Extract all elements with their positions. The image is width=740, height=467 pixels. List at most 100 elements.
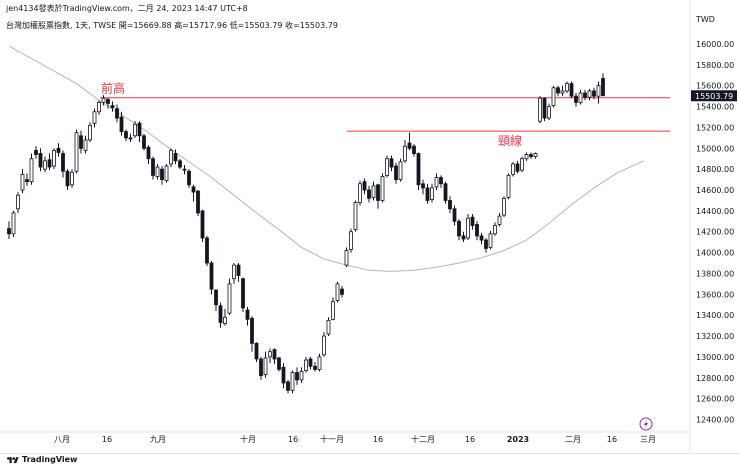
- candle-body[interactable]: [124, 131, 128, 139]
- candle-body[interactable]: [61, 153, 65, 172]
- candle-body[interactable]: [403, 145, 407, 162]
- candle-body[interactable]: [65, 170, 70, 187]
- candle-body[interactable]: [425, 187, 430, 201]
- candle-body[interactable]: [241, 278, 245, 309]
- candle-body[interactable]: [461, 235, 466, 240]
- candle-body[interactable]: [529, 154, 533, 158]
- candle-body[interactable]: [83, 139, 88, 151]
- candle-body[interactable]: [43, 160, 47, 170]
- candle-body[interactable]: [79, 135, 83, 149]
- candle-body[interactable]: [133, 123, 137, 137]
- candle-body[interactable]: [110, 105, 115, 109]
- candle-body[interactable]: [295, 372, 299, 381]
- candle-body[interactable]: [205, 237, 209, 264]
- candle-body[interactable]: [182, 168, 187, 171]
- candle-body[interactable]: [493, 225, 497, 235]
- candle-body[interactable]: [524, 154, 529, 160]
- candle-body[interactable]: [344, 250, 349, 266]
- candle-body[interactable]: [151, 158, 155, 176]
- candle-body[interactable]: [20, 173, 25, 191]
- candle-body[interactable]: [439, 177, 443, 185]
- candle-body[interactable]: [74, 132, 79, 172]
- candle-body[interactable]: [533, 153, 538, 158]
- candle-body[interactable]: [97, 102, 101, 113]
- candle-body[interactable]: [25, 179, 29, 183]
- candle-body[interactable]: [394, 165, 398, 180]
- candle-body[interactable]: [583, 92, 587, 98]
- candle-body[interactable]: [178, 160, 182, 168]
- candle-body[interactable]: [515, 163, 520, 172]
- candle-body[interactable]: [254, 342, 259, 360]
- candle-body[interactable]: [128, 137, 133, 140]
- candle-body[interactable]: [115, 108, 119, 119]
- candle-body[interactable]: [421, 183, 425, 189]
- candle-body[interactable]: [209, 262, 214, 290]
- candle-body[interactable]: [218, 305, 223, 323]
- candle-body[interactable]: [259, 358, 263, 377]
- candle-body[interactable]: [376, 184, 380, 201]
- candle-body[interactable]: [488, 233, 493, 248]
- candle-body[interactable]: [452, 208, 457, 222]
- candle-body[interactable]: [596, 85, 601, 97]
- candle-body[interactable]: [214, 289, 218, 306]
- candle-body[interactable]: [34, 149, 38, 155]
- candle-body[interactable]: [308, 358, 313, 367]
- candle-body[interactable]: [551, 87, 556, 106]
- candle-body[interactable]: [389, 158, 394, 168]
- candle-body[interactable]: [457, 220, 461, 237]
- candle-body[interactable]: [106, 98, 110, 104]
- candle-body[interactable]: [200, 210, 205, 239]
- candle-body[interactable]: [556, 87, 560, 94]
- candle-body[interactable]: [407, 142, 412, 149]
- candle-body[interactable]: [317, 356, 322, 370]
- candle-body[interactable]: [164, 165, 169, 182]
- candle-body[interactable]: [52, 149, 56, 167]
- candle-body[interactable]: [11, 212, 16, 235]
- candle-body[interactable]: [29, 158, 34, 183]
- candle-body[interactable]: [173, 153, 178, 162]
- candle-body[interactable]: [497, 215, 502, 225]
- candle-body[interactable]: [448, 200, 452, 210]
- candle-body[interactable]: [16, 194, 20, 210]
- candle-body[interactable]: [322, 335, 326, 356]
- candle-body[interactable]: [101, 97, 106, 103]
- candle-body[interactable]: [430, 187, 434, 200]
- candle-body[interactable]: [155, 166, 160, 177]
- candle-body[interactable]: [286, 381, 290, 391]
- candle-body[interactable]: [371, 185, 376, 198]
- candle-body[interactable]: [47, 159, 52, 168]
- candle-body[interactable]: [227, 283, 232, 314]
- candle-body[interactable]: [142, 135, 146, 149]
- candle-body[interactable]: [565, 83, 569, 92]
- candle-body[interactable]: [7, 228, 11, 235]
- candle-body[interactable]: [290, 372, 295, 391]
- candle-body[interactable]: [479, 235, 484, 241]
- candle-body[interactable]: [263, 357, 268, 376]
- candle-body[interactable]: [592, 90, 596, 97]
- candle-body[interactable]: [547, 106, 551, 119]
- candle-body[interactable]: [398, 161, 403, 180]
- candle-body[interactable]: [601, 78, 605, 97]
- candle-body[interactable]: [277, 357, 281, 370]
- candle-body[interactable]: [137, 122, 142, 137]
- candle-body[interactable]: [538, 97, 542, 122]
- candle-body[interactable]: [232, 264, 236, 280]
- candle-body[interactable]: [245, 309, 250, 320]
- candle-body[interactable]: [416, 153, 421, 186]
- candle-body[interactable]: [187, 170, 191, 186]
- candle-body[interactable]: [196, 190, 200, 214]
- candle-body[interactable]: [587, 90, 592, 98]
- candle-body[interactable]: [362, 181, 367, 191]
- candle-body[interactable]: [353, 202, 358, 231]
- candle-body[interactable]: [349, 231, 353, 250]
- candle-body[interactable]: [340, 288, 344, 295]
- candle-body[interactable]: [443, 183, 448, 201]
- candle-body[interactable]: [281, 366, 286, 384]
- candle-body[interactable]: [119, 116, 124, 133]
- candle-body[interactable]: [304, 359, 308, 371]
- candlestick-chart[interactable]: TWD 16000.00 15800.00 15600.00 15400.00 15200…: [0, 0, 740, 452]
- candle-body[interactable]: [475, 224, 479, 237]
- candle-body[interactable]: [434, 177, 439, 188]
- candle-body[interactable]: [56, 147, 61, 153]
- candle-body[interactable]: [313, 365, 317, 370]
